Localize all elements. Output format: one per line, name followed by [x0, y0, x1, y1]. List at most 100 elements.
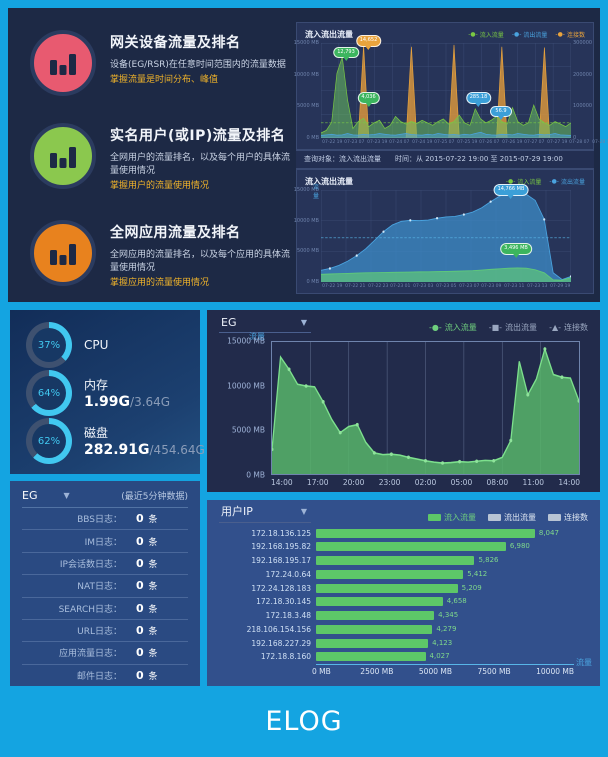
- x-tick-label: 05:00: [450, 478, 473, 487]
- balloon-tail-icon: [365, 45, 372, 53]
- bar-track: 5,826: [316, 556, 588, 566]
- data-balloon: 4,036: [357, 92, 380, 110]
- y-tick-label: 0 MB: [246, 470, 265, 480]
- x-tick-label: 07-28 07: [569, 139, 590, 145]
- log-count-number: 0: [136, 668, 144, 682]
- gauge-ring: 64%: [26, 370, 72, 416]
- x-tick-label: 14:00: [558, 478, 580, 487]
- log-label: IM日志：: [84, 537, 122, 548]
- bar-value: 4,279: [436, 624, 457, 633]
- ip-address-label: 172.18.30.145: [256, 597, 311, 607]
- y-tick-label: 10000 MB: [293, 217, 319, 224]
- y-tick-label: 0 MB: [306, 135, 319, 141]
- x-tick-label: 0 MB: [312, 667, 331, 676]
- table-row: 172.18.136.125 8,047: [219, 528, 588, 538]
- x-tick-label: 20:00: [342, 478, 365, 487]
- legend-label: 流入流量: [444, 513, 476, 522]
- detail-chart-plot: 15000 MB 10000 MB 5000 MB 0 MB 流量 14,766 MB 3,…: [294, 184, 571, 285]
- balloon-tail-icon: [343, 57, 349, 64]
- x-tick-label: 14:00: [271, 478, 293, 487]
- y-tick-label: 10000 MB: [293, 71, 319, 78]
- gauge-ring: 37%: [26, 322, 72, 368]
- user-ip-select[interactable]: 用户IP ▼: [219, 503, 311, 523]
- x-tick-label: 07-25 19: [457, 139, 478, 145]
- table-row: 172.24.128.183 5,209: [219, 583, 588, 593]
- bar-value: 5,826: [478, 556, 499, 565]
- feature-item: 全网应用流量及排名 全网应用的流量排名，以及每个应用的具体流量使用情况 掌握应用的流…: [30, 220, 290, 290]
- x-tick-label: 07-26 07: [479, 139, 500, 145]
- legend-marker-icon: -▲-: [549, 323, 561, 332]
- gauge-info: CPU: [84, 338, 108, 352]
- log-panel-note: (最近5分钟数据): [121, 492, 188, 502]
- y-tick-label: 15000 MB: [293, 187, 319, 193]
- user-ip-bars: 172.18.136.125 8,047 192.168.195.82 6,980 19…: [219, 528, 588, 662]
- x-tick-label: 07-23 01: [390, 283, 411, 289]
- gauge-values: 1.99G/3.64G: [84, 394, 170, 410]
- hero-charts: 流入流出流量 -●- 流入流量 -●- 流出流量 -●- 连接数 15000 MB 1000…: [293, 22, 608, 294]
- bar-value: 5,412: [467, 569, 488, 578]
- bar-value: 6,980: [509, 542, 530, 551]
- gauge-ring: 62%: [26, 418, 72, 464]
- x-tick-label: 08:00: [486, 478, 509, 487]
- legend-marker-icon: -●-: [511, 31, 522, 38]
- feature-title: 网关设备流量及排名: [110, 35, 241, 51]
- log-label: NAT日志：: [77, 582, 122, 593]
- user-ip-axis-label: 流量: [576, 658, 592, 667]
- data-balloon: 285.18: [465, 92, 492, 110]
- bar: [316, 569, 464, 579]
- log-row: NAT日志： 0 条: [22, 575, 188, 598]
- data-balloon: 12,793: [333, 46, 359, 65]
- bar-track: 4,279: [316, 624, 588, 634]
- log-count: 0 条: [136, 579, 158, 593]
- y-tick-label: 15000 MB: [227, 336, 265, 346]
- legend-item: 流出流量: [488, 512, 536, 523]
- gauge-row: 64% 内存 1.99G/3.64G: [26, 370, 200, 416]
- device-select[interactable]: EG ▼: [22, 489, 70, 502]
- detail-chart-xaxis: 07-22 19 07-22 21 07-22 23 07-23 01 07-23 03…: [321, 283, 571, 291]
- x-tick-label: 07-22 23: [367, 283, 388, 289]
- gauge-label: CPU: [84, 338, 109, 352]
- log-count-number: 0: [136, 512, 144, 526]
- x-tick-label: 07-22 21: [344, 283, 366, 289]
- legend-marker-icon: -●-: [468, 31, 478, 38]
- ip-address-label: 172.24.128.183: [251, 583, 311, 593]
- legend-item: 流入流量: [428, 512, 476, 523]
- bar-chart-icon: [30, 220, 96, 287]
- y-tick-label: 0 MB: [306, 279, 319, 285]
- log-count-number: 0: [136, 646, 144, 660]
- x-tick-label: 07-23 11: [504, 283, 525, 289]
- y-tick-label: 200000: [573, 71, 593, 78]
- detail-chart-legend: -●- 流入流量 -●- 流出流量: [506, 177, 585, 186]
- x-tick-label: 07-23 09: [481, 283, 502, 289]
- legend-item: -●- 流出流量: [549, 177, 585, 186]
- y-tick-label: 5000 MB: [296, 248, 319, 255]
- bar-track: 5,412: [316, 569, 588, 579]
- legend-label: 流出流量: [505, 323, 538, 332]
- legend-item: -■- 流出流量: [489, 322, 537, 333]
- log-row: SEARCH日志： 0 条: [22, 598, 188, 620]
- bar-value: 4,658: [446, 597, 467, 606]
- feature-highlight: 掌握应用的流量使用情况: [110, 278, 210, 289]
- gauge-used: 1.99G: [84, 394, 131, 410]
- table-row: 192.168.195.17 5,826: [219, 556, 588, 566]
- feature-texts: 实名用户(或IP)流量及排名 全网用户的流量排名，以及每个用户的具体流量使用情况掌…: [110, 123, 290, 193]
- gauge-total: /3.64G: [130, 395, 171, 409]
- eg-chart-device-select[interactable]: EG ▼: [219, 316, 311, 333]
- eg-chart-yaxis: 流量 15000 MB 10000 MB 5000 MB 0 MB: [219, 332, 271, 480]
- x-tick-label: 07-22 19: [322, 139, 343, 145]
- y-tick-label: 100000: [573, 103, 593, 110]
- log-label: 应用流量日志：: [58, 649, 122, 660]
- brand-name: ELOG: [265, 706, 343, 737]
- bar: [316, 528, 535, 538]
- log-count: 0 条: [136, 556, 158, 570]
- feature-title: 实名用户(或IP)流量及排名: [110, 128, 286, 145]
- detail-chart-card: 流入流出流量 -●- 流入流量 -●- 流出流量 15000 MB 10000 MB 50…: [294, 169, 594, 294]
- eg-chart-device-value: EG: [221, 316, 237, 329]
- feature-item: 实名用户(或IP)流量及排名 全网用户的流量排名，以及每个用户的具体流量使用情况掌…: [30, 123, 290, 193]
- legend-item: -▲- 连接数: [549, 322, 588, 333]
- data-balloon: 14,766 MB: [493, 184, 529, 202]
- legend-label: 连接数: [564, 513, 588, 522]
- bar-chart-icon: [30, 30, 96, 96]
- x-tick-label: 10000 MB: [536, 667, 574, 676]
- feature-description: 全网用户的流量排名，以及每个用户的具体流量使用情况: [110, 153, 291, 177]
